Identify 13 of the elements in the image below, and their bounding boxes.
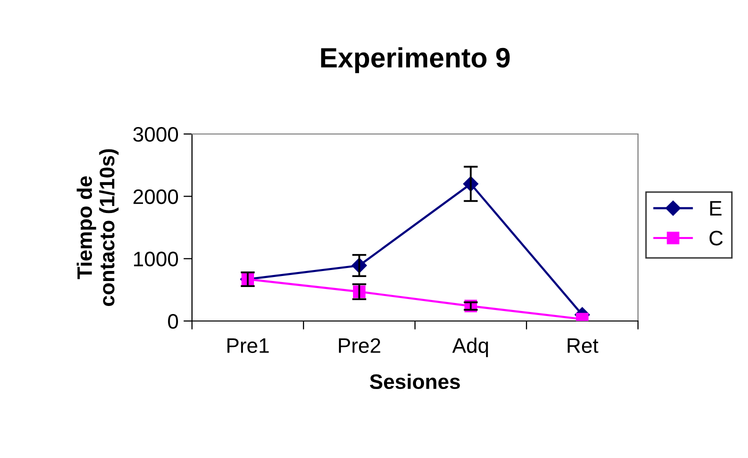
legend-label: C	[710, 230, 723, 246]
y-tick-label: 2000	[134, 189, 178, 204]
y-tick-label: 0	[168, 314, 178, 329]
chart-title: Experimento 9	[321, 47, 510, 74]
x-axis-title: Sesiones	[370, 374, 460, 390]
y-tick-label: 1000	[134, 252, 178, 266]
legend-label: E	[710, 201, 722, 216]
x-tick-label: Pre1	[227, 338, 269, 353]
x-tick-label: Pre2	[338, 338, 380, 353]
x-tick-label: Ret	[568, 338, 598, 353]
y-axis-title: Tiempo de contacto (1/10s)	[76, 149, 119, 306]
y-tick-label: 3000	[133, 127, 178, 142]
x-tick-label: Adq	[452, 338, 488, 358]
